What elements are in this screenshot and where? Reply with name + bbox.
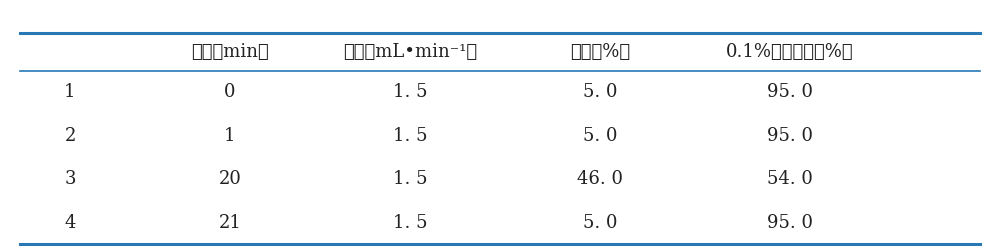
Text: 46. 0: 46. 0 (577, 170, 623, 188)
Text: 1. 5: 1. 5 (393, 170, 427, 188)
Text: 0.1%磷酸溶液（%）: 0.1%磷酸溶液（%） (726, 43, 854, 61)
Text: 5. 0: 5. 0 (583, 214, 617, 232)
Text: 20: 20 (219, 170, 241, 188)
Text: 1. 5: 1. 5 (393, 83, 427, 101)
Text: 95. 0: 95. 0 (767, 127, 813, 145)
Text: 95. 0: 95. 0 (767, 83, 813, 101)
Text: 流量（mL•min⁻¹）: 流量（mL•min⁻¹） (343, 43, 477, 61)
Text: 5. 0: 5. 0 (583, 83, 617, 101)
Text: 3: 3 (64, 170, 76, 188)
Text: 0: 0 (224, 83, 236, 101)
Text: 时间（min）: 时间（min） (191, 43, 269, 61)
Text: 1: 1 (64, 83, 76, 101)
Text: 1. 5: 1. 5 (393, 127, 427, 145)
Text: 乙腈（%）: 乙腈（%） (570, 43, 630, 61)
Text: 1: 1 (224, 127, 236, 145)
Text: 2: 2 (64, 127, 76, 145)
Text: 5. 0: 5. 0 (583, 127, 617, 145)
Text: 54. 0: 54. 0 (767, 170, 813, 188)
Text: 1. 5: 1. 5 (393, 214, 427, 232)
Text: 95. 0: 95. 0 (767, 214, 813, 232)
Text: 4: 4 (64, 214, 76, 232)
Text: 21: 21 (219, 214, 241, 232)
